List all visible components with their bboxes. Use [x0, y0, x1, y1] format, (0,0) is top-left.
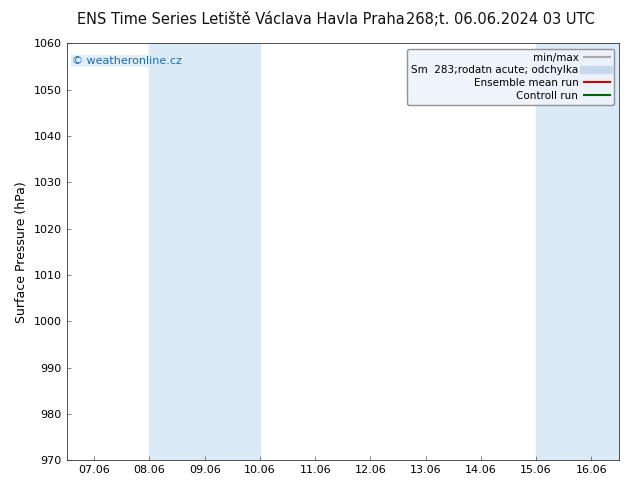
Bar [150, 44, 260, 460]
Bar [536, 44, 619, 460]
Text: ENS Time Series Letiště Václava Havla Praha: ENS Time Series Letiště Václava Havla Pr… [77, 12, 404, 27]
Y-axis label: Surface Pressure (hPa): Surface Pressure (hPa) [15, 181, 28, 323]
Text: © weatheronline.cz: © weatheronline.cz [72, 56, 182, 66]
Text: 268;t. 06.06.2024 03 UTC: 268;t. 06.06.2024 03 UTC [406, 12, 595, 27]
Legend: min/max, Sm  283;rodatn acute; odchylka, Ensemble mean run, Controll run: min/max, Sm 283;rodatn acute; odchylka, … [407, 49, 614, 105]
